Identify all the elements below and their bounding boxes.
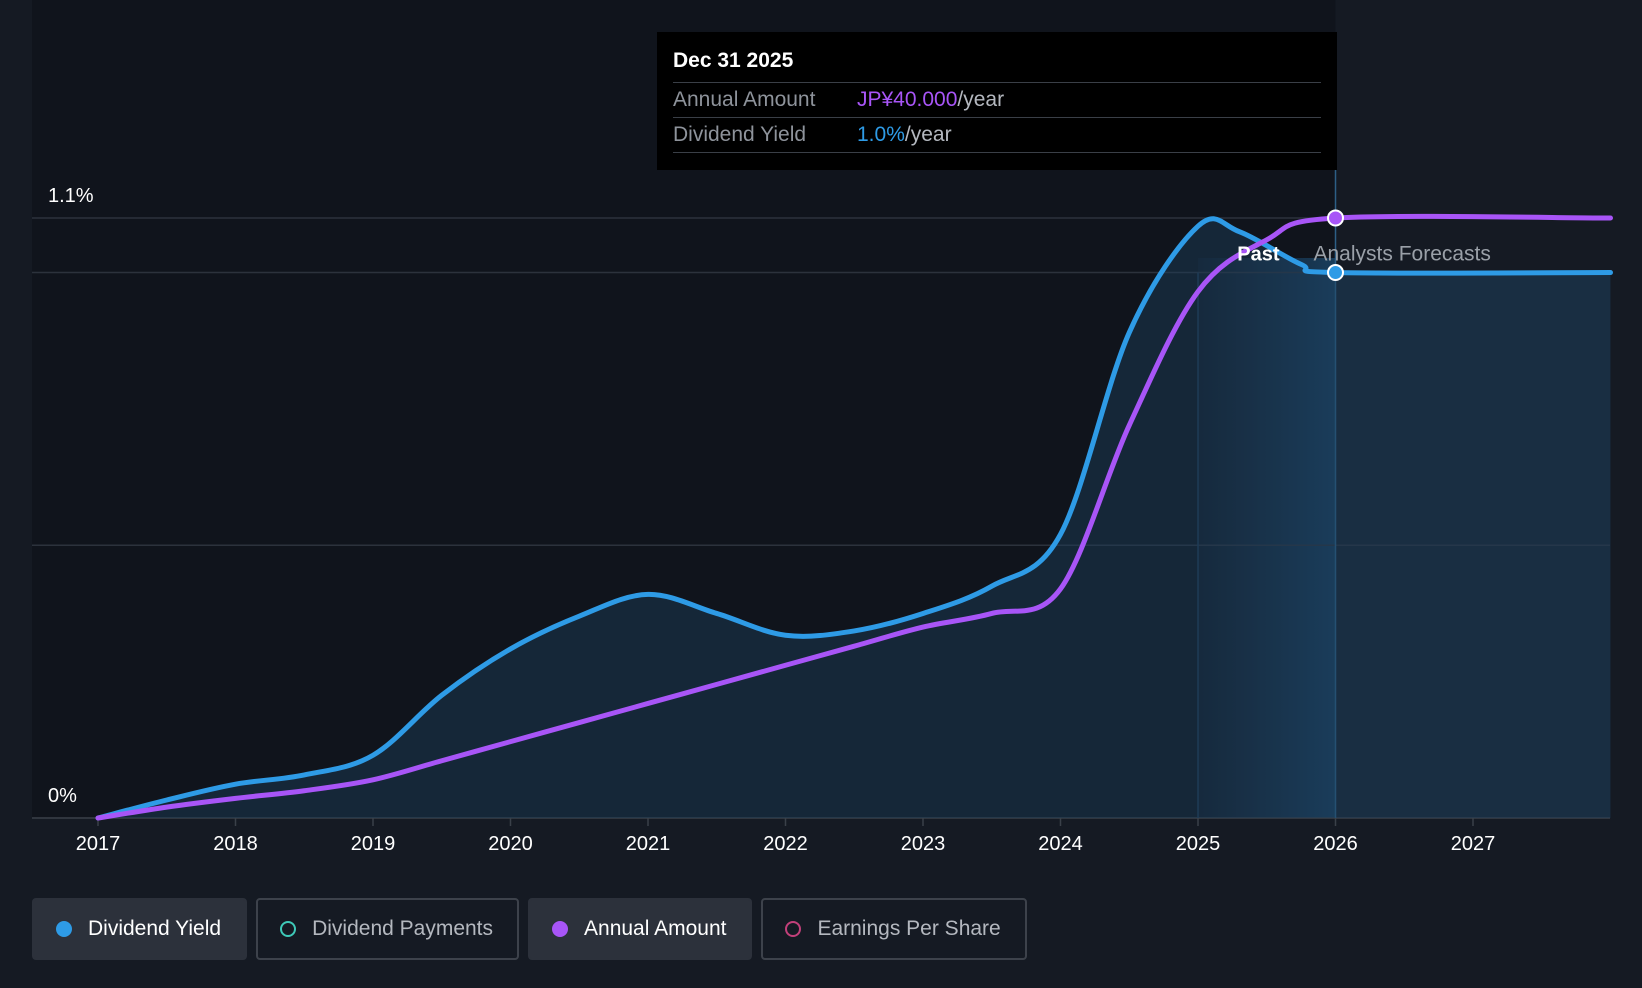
y-tick-label-top: 1.1% (48, 185, 94, 207)
chart-tooltip: Dec 31 2025 Annual Amount JP¥40.000 /yea… (657, 32, 1337, 170)
dividend-yield-line (95, 216, 1613, 821)
legend-annual-amount[interactable]: Annual Amount (528, 898, 753, 960)
tooltip-dividend-yield-value: 1.0% (857, 123, 905, 146)
forecast-region-label: Analysts Forecasts (1314, 243, 1491, 266)
x-tick-label-2025: 2025 (1176, 833, 1221, 855)
tooltip-dividend-yield-unit: /year (904, 123, 952, 146)
legend-dividend-payments-dot (280, 921, 297, 937)
legend-dividend-payments[interactable]: Dividend Payments (256, 898, 520, 960)
dividend-yield-highlight-point (1327, 264, 1344, 282)
tooltip-date: Dec 31 2025 (673, 46, 1321, 83)
legend-annual-amount-label: Annual Amount (584, 917, 727, 940)
x-tick-label-2019: 2019 (351, 833, 396, 855)
legend-earnings-per-share-dot (785, 921, 802, 937)
legend-earnings-per-share-label: Earnings Per Share (817, 917, 1001, 940)
x-tick-label-2024: 2024 (1038, 833, 1083, 855)
x-tick-label-2027: 2027 (1451, 833, 1496, 855)
tooltip-dividend-yield-row: Dividend Yield 1.0% /year (673, 118, 1321, 153)
y-tick-label-zero: 0% (48, 785, 77, 807)
legend-dividend-yield-dot (56, 921, 72, 937)
annual-amount-line (95, 213, 1613, 821)
past-highlight-band (1198, 258, 1336, 818)
tooltip-annual-amount-row: Annual Amount JP¥40.000 /year (673, 83, 1321, 118)
legend-annual-amount-dot (552, 921, 569, 937)
dividend-yield-area (98, 218, 1611, 819)
past-region-label: Past (1237, 244, 1280, 266)
x-tick-label-2018: 2018 (213, 833, 258, 855)
legend-dividend-payments-label: Dividend Payments (312, 917, 494, 940)
x-tick-label-2017: 2017 (76, 833, 121, 855)
x-tick-label-2026: 2026 (1313, 833, 1358, 855)
x-tick-label-2022: 2022 (763, 833, 808, 855)
legend-earnings-per-share[interactable]: Earnings Per Share (761, 898, 1027, 960)
chart-legend: Dividend Yield Dividend Payments Annual … (32, 898, 1027, 960)
annual-amount-highlight-point (1327, 209, 1344, 227)
legend-dividend-yield-label: Dividend Yield (88, 917, 222, 940)
tooltip-annual-amount-label: Annual Amount (673, 88, 816, 111)
x-tick-label-2021: 2021 (626, 833, 671, 855)
tooltip-dividend-yield-label: Dividend Yield (673, 123, 807, 146)
tooltip-annual-amount-value: JP¥40.000 (857, 88, 958, 111)
x-tick-label-2023: 2023 (901, 833, 946, 855)
tooltip-annual-amount-unit: /year (957, 88, 1005, 111)
legend-dividend-yield[interactable]: Dividend Yield (32, 898, 248, 960)
x-tick-label-2020: 2020 (488, 833, 533, 855)
